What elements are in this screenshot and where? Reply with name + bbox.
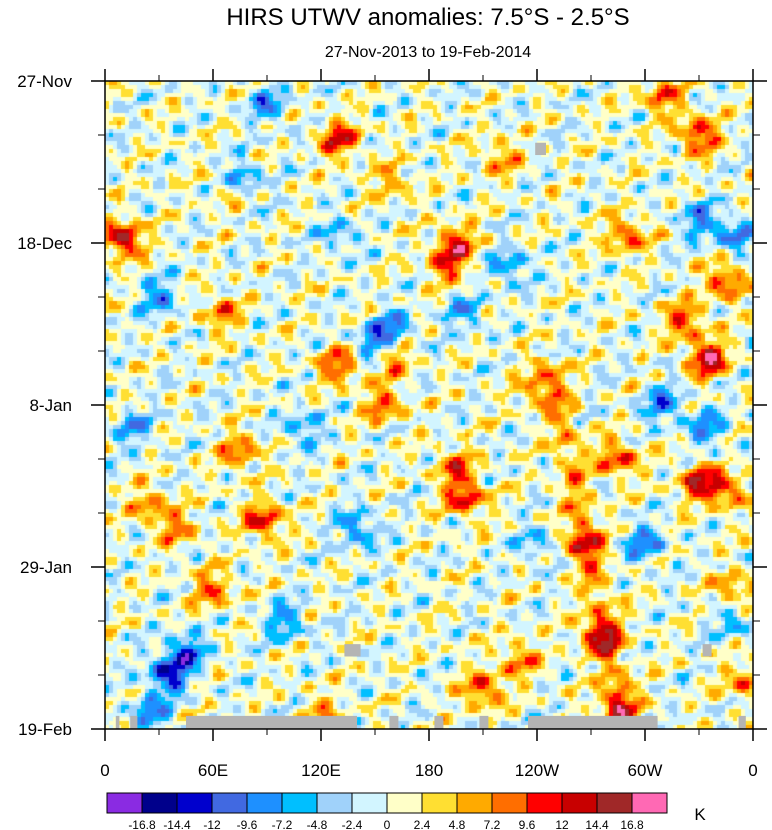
x-tick-label: 0: [100, 761, 109, 780]
colorbar-tick-label: -12: [203, 818, 221, 830]
axes: 0 60E 120E 180 120W 60W 0 27-Nov 18-Dec 8-Jan 29-J…: [17, 69, 767, 780]
colorbar-tick-label: 0: [384, 818, 391, 830]
colorbar-swatch: [456, 792, 493, 814]
colorbar-swatch: [596, 792, 633, 814]
colorbar-tick-label: 9.6: [519, 818, 536, 830]
colorbar-tick-label: -4.8: [307, 818, 328, 830]
colorbar-tick-label: -7.2: [272, 818, 293, 830]
missing-data-block: [186, 715, 357, 729]
missing-data-block: [702, 644, 712, 657]
colorbar-swatch: [316, 792, 353, 814]
missing-data-block: [130, 715, 138, 729]
x-tick-label: 180: [415, 761, 443, 780]
missing-data-block: [479, 715, 489, 729]
missing-data-block: [528, 715, 658, 729]
heatmap-plot: [105, 81, 753, 729]
y-tick-label: 18-Dec: [17, 234, 72, 253]
colorbar-swatch: [176, 792, 213, 814]
colorbar-tick-label: -16.8: [128, 818, 156, 830]
x-tick-label: 0: [748, 761, 757, 780]
colorbar-tick-label: 14.4: [585, 818, 609, 830]
colorbar-tick-label: -14.4: [163, 818, 191, 830]
y-tick-label: 8-Jan: [29, 396, 72, 415]
missing-data-block: [434, 715, 444, 729]
colorbar-swatch: [106, 792, 143, 814]
x-tick-label: 60W: [628, 761, 663, 780]
colorbar-tick-label: 2.4: [414, 818, 431, 830]
colorbar-swatch: [211, 792, 248, 814]
colorbar-swatch: [281, 792, 318, 814]
missing-data-block: [344, 644, 361, 657]
y-tick-label: 29-Jan: [20, 558, 72, 577]
chart-title: HIRS UTWV anomalies: 7.5°S - 2.5°S: [226, 4, 629, 31]
colorbar-swatch: [421, 792, 458, 814]
colorbar-swatch: [246, 792, 283, 814]
missing-data-block: [535, 142, 546, 156]
heatmap-field: [105, 81, 753, 729]
colorbar: -16.8 -14.4 -12 -9.6 -7.2 -4.8 -2.4 0 2.4 4.8 7.2 9…: [106, 792, 668, 830]
chart-subtitle: 27-Nov-2013 to 19-Feb-2014: [325, 44, 531, 61]
y-tick-label: 19-Feb: [18, 720, 72, 739]
colorbar-tick-label: 16.8: [620, 818, 644, 830]
colorbar-swatch: [526, 792, 563, 814]
colorbar-swatch: [631, 792, 668, 814]
x-tick-label: 120E: [301, 761, 341, 780]
colorbar-tick-label: -9.6: [237, 818, 258, 830]
y-tick-label: 27-Nov: [17, 72, 72, 91]
colorbar-swatch: [561, 792, 598, 814]
colorbar-tick-label: -2.4: [342, 818, 363, 830]
colorbar-swatch: [141, 792, 178, 814]
colorbar-swatch: [386, 792, 423, 814]
colorbar-tick-label: 4.8: [449, 818, 466, 830]
colorbar-swatch: [491, 792, 528, 814]
colorbar-tick-label: 12: [555, 818, 569, 830]
colorbar-swatch: [351, 792, 388, 814]
colorbar-tick-label: 7.2: [484, 818, 501, 830]
x-tick-label: 120W: [515, 761, 559, 780]
missing-data-block: [115, 715, 120, 729]
x-tick-label: 60E: [198, 761, 228, 780]
missing-data-block: [738, 715, 746, 729]
colorbar-units: K: [694, 805, 706, 824]
missing-data-block: [389, 715, 399, 729]
